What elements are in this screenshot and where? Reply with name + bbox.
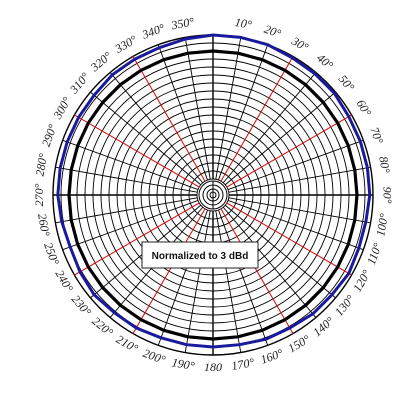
- angle-tick-label: 300°: [50, 94, 74, 122]
- angle-tick-label: 80°: [376, 155, 393, 174]
- grid-spoke: [184, 210, 211, 353]
- angle-tick-label: 110°: [364, 241, 385, 267]
- angle-tick-label: 20°: [262, 22, 283, 41]
- highlight-spoke: [74, 114, 200, 188]
- grid-spoke: [218, 209, 269, 346]
- grid-spoke: [109, 72, 204, 184]
- angle-tick-label: 280°: [33, 152, 51, 177]
- series-line-outer: [56, 33, 372, 349]
- grid-spoke: [184, 37, 211, 180]
- angle-tick-label: 170°: [230, 355, 255, 373]
- angle-tick-label: 160°: [259, 346, 285, 367]
- angle-tick-label: 50°: [336, 72, 358, 94]
- highlight-spoke: [220, 56, 294, 182]
- grid-spoke: [228, 166, 371, 193]
- angle-tick-label: 190°: [171, 355, 196, 373]
- angle-tick-label: 90°: [380, 187, 394, 204]
- grid-spoke: [222, 206, 317, 318]
- grid-spoke: [157, 44, 208, 181]
- angle-tick-label: 60°: [354, 97, 375, 119]
- angle-tick-label: 30°: [288, 33, 311, 54]
- angle-tick-label: 100°: [373, 212, 391, 237]
- grid-spoke: [227, 200, 364, 251]
- angle-tick-label: 290°: [39, 122, 60, 148]
- highlight-spoke: [220, 208, 294, 334]
- highlight-spoke: [132, 56, 206, 182]
- angle-tick-label: 40°: [314, 51, 336, 73]
- normalization-annotation: Normalized to 3 dBd: [141, 241, 259, 269]
- grid-spoke: [55, 197, 198, 224]
- angle-tick-label: 340°: [139, 21, 166, 42]
- grid-spoke: [55, 166, 198, 193]
- series-line-inner: [67, 49, 359, 341]
- grid-spoke: [90, 91, 202, 186]
- pattern-series: [56, 33, 372, 349]
- angle-tick-label: 250°: [41, 241, 62, 267]
- angle-tick-label: 140°: [310, 314, 337, 340]
- center-marker: [198, 180, 228, 210]
- grid-spoke: [224, 204, 336, 299]
- grid-spoke: [227, 139, 364, 190]
- angle-tick-label: 320°: [87, 49, 114, 75]
- angle-tick-label: 270°: [32, 183, 46, 206]
- annotation-box: [141, 241, 259, 269]
- grid-spoke: [215, 210, 242, 353]
- grid-spoke: [218, 44, 269, 181]
- angle-tick-label: 10°: [234, 15, 253, 32]
- angle-tick-label: 220°: [89, 314, 116, 340]
- angle-tick-label: 130°: [332, 292, 358, 319]
- angle-tick-label: 260°: [35, 212, 53, 237]
- grid-spoke: [157, 209, 208, 346]
- grid-spoke: [62, 139, 199, 190]
- angle-tick-label: 230°: [69, 292, 95, 319]
- grid-spoke: [222, 72, 317, 184]
- grid-spoke: [215, 37, 242, 180]
- annotation-text: Normalized to 3 dBd: [152, 251, 249, 262]
- angle-tick-label: 330°: [112, 32, 140, 56]
- highlight-spoke: [226, 202, 352, 276]
- angle-tick-label: 180: [204, 360, 222, 374]
- highlight-spoke: [74, 202, 200, 276]
- grid-spoke: [224, 91, 336, 186]
- grid-spoke: [62, 200, 199, 251]
- highlight-spoke: [226, 114, 352, 188]
- angle-tick-label: 310°: [66, 70, 92, 97]
- angle-tick-label: 350°: [169, 14, 195, 32]
- grid-spoke: [228, 197, 371, 224]
- highlight-spoke: [132, 208, 206, 334]
- angle-tick-label: 70°: [367, 125, 386, 146]
- angle-tick-label: 200°: [141, 346, 167, 367]
